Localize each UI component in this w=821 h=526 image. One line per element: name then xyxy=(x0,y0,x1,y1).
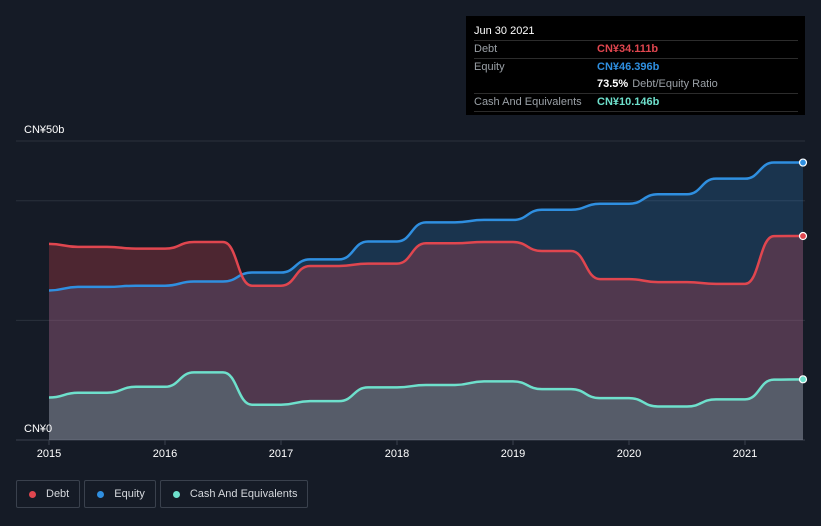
tooltip-value-equity: CN¥46.396b xyxy=(597,61,660,73)
x-tick-label: 2016 xyxy=(153,448,177,460)
legend-item-equity[interactable]: Equity xyxy=(84,480,156,508)
tooltip-row-cash: Cash And Equivalents CN¥10.146b xyxy=(474,94,798,112)
tooltip-row-equity: Equity CN¥46.396b xyxy=(474,59,798,76)
debt-endpoint xyxy=(798,231,808,241)
series-areas xyxy=(49,162,803,440)
cash-and-equivalents-endpoint xyxy=(798,375,808,384)
series-lines xyxy=(48,161,804,408)
cash-and-equivalents-line xyxy=(48,371,804,408)
chart-legend: Debt Equity Cash And Equivalents xyxy=(16,480,312,508)
tooltip-label: Cash And Equivalents xyxy=(474,96,582,108)
equity-endpoint xyxy=(798,158,808,167)
tooltip-label xyxy=(474,76,597,93)
equity-line xyxy=(48,161,804,292)
legend-label-cash: Cash And Equivalents xyxy=(189,488,298,500)
x-tick-label: 2021 xyxy=(733,448,757,460)
x-tick-label: 2018 xyxy=(385,448,409,460)
tooltip-label: Debt xyxy=(474,43,498,55)
series-endpoints xyxy=(798,158,808,384)
legend-label-debt: Debt xyxy=(46,488,70,500)
x-tick-label: 2019 xyxy=(501,448,525,460)
x-axis-ticks: 2015 2016 2017 2018 2019 2020 2021 xyxy=(37,440,757,460)
tooltip-ratio-label: Debt/Equity Ratio xyxy=(632,78,718,90)
equity-area xyxy=(49,162,803,440)
tooltip-value-ratio: 73.5% xyxy=(597,78,629,90)
tooltip-date: Jun 30 2021 xyxy=(474,23,798,41)
debt-dot-icon xyxy=(29,490,36,498)
equity-dot-icon xyxy=(97,490,105,498)
y-tick-label-top: CN¥50b xyxy=(24,124,64,136)
legend-item-cash[interactable]: Cash And Equivalents xyxy=(159,480,309,508)
tooltip-value-debt: CN¥34.111b xyxy=(597,43,659,55)
tooltip-value-cash: CN¥10.146b xyxy=(597,96,660,108)
y-tick-label-bottom: CN¥0 xyxy=(24,423,52,435)
debt-line xyxy=(48,234,804,287)
legend-label-equity: Equity xyxy=(114,488,145,500)
tooltip-label: Equity xyxy=(474,61,505,73)
cash-dot-icon xyxy=(172,490,180,498)
legend-item-debt[interactable]: Debt xyxy=(16,480,81,508)
x-tick-label: 2017 xyxy=(269,448,293,460)
x-tick-label: 2015 xyxy=(37,448,61,460)
x-tick-label: 2020 xyxy=(617,448,641,460)
gridlines xyxy=(16,140,805,441)
tooltip-row-ratio: 73.5% Debt/Equity Ratio xyxy=(474,76,798,94)
tooltip-row-debt: Debt CN¥34.111b xyxy=(474,41,798,59)
data-tooltip: Jun 30 2021 Debt CN¥34.111b Equity CN¥46… xyxy=(466,16,805,115)
